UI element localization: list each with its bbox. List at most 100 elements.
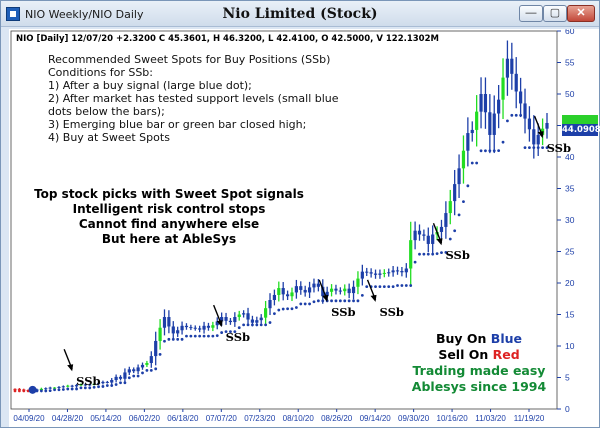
candle-body	[360, 271, 364, 279]
support-dot	[114, 383, 118, 386]
support-dot	[246, 323, 250, 327]
support-dot	[83, 386, 87, 390]
recommendation-line: dots below the bars);	[48, 105, 165, 118]
tagline: Trading made easy	[412, 363, 546, 378]
support-dot	[523, 146, 527, 150]
candle-body	[439, 226, 444, 232]
annotation-arrowhead	[537, 131, 544, 139]
support-dot	[75, 387, 78, 391]
y-tick-label: 55	[565, 58, 575, 68]
support-dot	[101, 385, 105, 388]
candle-body	[453, 184, 457, 202]
support-dot	[44, 389, 48, 393]
title-bar[interactable]: NIO Weekly/NIO Daily Nio Limited (Stock)…	[1, 1, 599, 27]
candle-body	[180, 325, 184, 331]
support-dot	[440, 251, 443, 255]
support-dot	[237, 326, 241, 330]
candle-body	[101, 381, 105, 384]
promo-line: Top stock picks with Sweet Spot signals	[34, 187, 304, 201]
annotation-arrowhead	[370, 294, 377, 302]
close-button[interactable]: ✕	[567, 5, 595, 22]
minimize-button[interactable]: —	[519, 5, 543, 22]
ssb-label: SSb	[547, 141, 571, 155]
window-title: NIO Weekly/NIO Daily	[25, 8, 144, 21]
y-tick-label: 60	[565, 29, 575, 36]
support-dot	[211, 334, 215, 338]
support-dot	[528, 146, 531, 150]
support-dot	[163, 339, 166, 343]
support-dot	[338, 299, 342, 303]
candle-body	[426, 235, 430, 244]
candle-body	[545, 122, 549, 129]
candle-body	[290, 292, 294, 297]
support-dot	[462, 200, 465, 204]
support-dot	[215, 334, 219, 338]
candle-body	[347, 288, 351, 294]
support-dot	[312, 300, 316, 304]
support-dot	[448, 237, 452, 241]
buy-sell-text: Buy On Blue Sell On Red Trading made eas…	[404, 331, 554, 395]
support-dot	[57, 388, 61, 392]
support-dot	[387, 285, 391, 289]
y-tick-label: 25	[565, 247, 575, 257]
support-dot	[167, 337, 171, 341]
support-dot	[321, 299, 325, 303]
support-dot	[66, 387, 70, 391]
candle-body	[127, 369, 131, 373]
support-dot	[189, 334, 193, 338]
support-dot	[273, 312, 276, 316]
y-tick-label: 50	[565, 89, 575, 99]
candle-body	[202, 325, 206, 330]
ssb-label: SSb	[380, 305, 404, 319]
support-dot	[308, 302, 311, 306]
y-tick-label: 5	[565, 373, 570, 383]
candle-body	[294, 286, 298, 293]
recommendation-text: Recommended Sweet Spots for Buy Position…	[48, 53, 339, 144]
support-dot	[281, 307, 285, 311]
candle-body	[382, 272, 386, 274]
candle-body	[373, 273, 378, 275]
support-dot	[229, 330, 232, 333]
candle-body	[250, 319, 255, 323]
candle-body	[105, 381, 109, 383]
support-dot	[242, 323, 246, 327]
support-dot	[193, 334, 197, 338]
candle-body	[400, 271, 404, 273]
ssb-label: SSb	[331, 305, 355, 319]
chart-area[interactable]: 05101520253035404550556004/09/2004/28/20…	[9, 29, 600, 427]
candle-body	[329, 288, 334, 292]
y-tick-label: 30	[565, 215, 575, 225]
support-dot	[185, 334, 188, 338]
support-dot	[286, 307, 289, 311]
recommendation-line: 3) Emerging blue bar or green bar closed…	[48, 118, 307, 131]
candle-body	[272, 294, 277, 301]
sell-prefix: Sell On	[438, 347, 493, 362]
support-dot	[334, 299, 338, 303]
candle-body	[492, 113, 496, 135]
x-tick-label: 10/16/20	[437, 414, 469, 423]
candle-body	[242, 313, 246, 315]
candle-body	[44, 388, 48, 390]
candle-body	[246, 313, 250, 320]
candle-body	[514, 73, 518, 92]
recommendation-line: 1) After a buy signal (large blue dot);	[48, 79, 252, 92]
candle-body	[395, 270, 400, 272]
candle-body	[228, 320, 233, 323]
candle-body	[479, 94, 483, 112]
candle-body	[17, 388, 21, 390]
candle-body	[519, 91, 523, 104]
maximize-button[interactable]: ▢	[543, 5, 567, 22]
candle-body	[92, 383, 96, 385]
candle-body	[149, 356, 153, 364]
ssb-label: SSb	[445, 248, 469, 262]
support-dot	[127, 376, 131, 380]
support-dot	[374, 285, 377, 289]
candle-body	[198, 328, 202, 330]
price-chart[interactable]: 05101520253035404550556004/09/2004/28/20…	[9, 29, 599, 427]
stop-dot	[13, 389, 17, 393]
support-dot	[492, 149, 496, 153]
support-dot	[484, 149, 487, 153]
support-dot	[506, 119, 509, 123]
support-dot	[180, 337, 184, 341]
candle-body	[57, 386, 61, 388]
